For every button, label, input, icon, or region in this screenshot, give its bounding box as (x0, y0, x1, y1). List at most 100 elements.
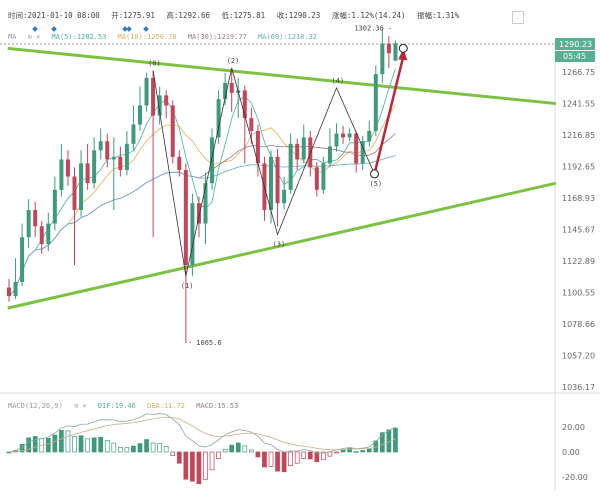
candle-body (210, 137, 215, 184)
arrow-shaft (373, 56, 405, 175)
candle-body (196, 203, 201, 224)
macd-bar (353, 451, 359, 453)
candle-body (105, 141, 110, 160)
y-tick-label: 1192.65 (562, 162, 595, 171)
wave-label: (5) (369, 180, 382, 188)
candle-body (242, 90, 247, 119)
high-label: 1302.36 - (354, 25, 392, 33)
countdown-tag (555, 51, 595, 62)
window-icon[interactable] (512, 11, 524, 24)
candle-body (170, 105, 175, 157)
candle-body (131, 124, 136, 144)
macd-bar (65, 430, 71, 453)
macd-tick-label: 20.00 (562, 423, 585, 432)
candle-body (65, 159, 70, 177)
low-label: - 1065.6 (188, 339, 222, 347)
macd-bar (242, 445, 248, 453)
candle-body (341, 133, 346, 138)
candle-body (314, 167, 319, 190)
price-tag-text: 1290.23 (559, 40, 592, 49)
macd-bar (281, 451, 287, 473)
ohlc-header: 时间:2021-01-10 08:00 开:1275.91 高:1292.66 … (8, 10, 466, 21)
settings-icon[interactable]: ⊙ × (27, 33, 41, 41)
y-tick-label: 1122.89 (562, 257, 595, 266)
macd-bar (150, 442, 156, 453)
macd-bar (131, 445, 136, 453)
candle-body (39, 226, 44, 245)
candle-body (138, 105, 142, 125)
macd-bar (288, 451, 293, 467)
candle-body (373, 74, 378, 131)
candle-body (7, 287, 11, 297)
macd-bar (203, 451, 208, 480)
high: 高:1292.66 (166, 11, 211, 20)
candle-body (327, 146, 332, 164)
macd-bar (72, 436, 77, 453)
candle-body (92, 150, 97, 184)
macd-bar (183, 451, 189, 480)
candle-body (360, 141, 365, 164)
amplitude: 振幅:1.31% (417, 11, 460, 20)
y-tick-label: 1057.20 (562, 351, 595, 360)
candle-body (216, 99, 221, 138)
marker-diamond (143, 26, 149, 32)
macd-bar (255, 451, 261, 458)
macd-bar (294, 451, 300, 464)
trendline (7, 46, 557, 106)
macd-bar (235, 442, 241, 453)
candle-body (33, 209, 38, 227)
candle-body (301, 137, 306, 160)
macd-bar (262, 451, 267, 468)
candle-body (249, 118, 254, 131)
candle-body (79, 163, 84, 210)
dea-line (8, 416, 396, 453)
target-circle (398, 43, 408, 53)
candle-body (183, 169, 188, 265)
candle-body (367, 130, 372, 142)
macd-bar (301, 451, 307, 459)
y-tick-label: 1078.66 (562, 320, 595, 329)
settings-icon[interactable]: ⊙ × (74, 402, 87, 410)
macd-bar (157, 443, 162, 453)
countdown-text: 05:45 (563, 52, 586, 61)
macd-label[interactable]: MACD(12,26,9) (8, 402, 63, 410)
wave-label: (1) (181, 282, 194, 290)
macd-bar (216, 451, 221, 459)
y-tick-label: 1036.17 (562, 383, 595, 392)
macd-bar (52, 434, 58, 453)
candle-body (144, 77, 149, 106)
wave-label: (3) (273, 240, 286, 248)
y-tick-label: 1266.75 (562, 68, 595, 77)
marker-diamond (122, 26, 128, 32)
macd-bar (314, 451, 320, 463)
close: 收:1290.23 (276, 11, 321, 20)
low: 低:1275.81 (221, 11, 266, 20)
y-tick-label: 1241.55 (562, 99, 595, 108)
wave-label: (2) (227, 57, 240, 65)
candle-body (321, 163, 326, 190)
macd-bar (380, 432, 385, 453)
candle-body (26, 209, 31, 238)
macd-bar (307, 451, 313, 460)
candle-body (151, 77, 156, 116)
wave-line (152, 67, 375, 277)
candle-body (288, 143, 293, 190)
arrow-head (398, 48, 408, 61)
macd-bar (275, 451, 280, 472)
candle-body (223, 82, 228, 100)
candle-body (269, 156, 273, 210)
candle-body (111, 156, 116, 160)
ma30-value: MA(30):1219.77 (187, 33, 247, 41)
candle-body (157, 95, 162, 116)
candle-body (85, 163, 90, 184)
macd-bar (137, 443, 143, 453)
macd-bar (144, 439, 149, 453)
dif-line (8, 413, 396, 454)
open: 开:1275.91 (111, 11, 155, 20)
macd-bar (59, 430, 64, 453)
ma-toggle-label[interactable]: MA (8, 33, 17, 41)
wave-5-circle (369, 169, 379, 179)
macd-bar (104, 439, 110, 453)
macd-bar (222, 448, 228, 453)
